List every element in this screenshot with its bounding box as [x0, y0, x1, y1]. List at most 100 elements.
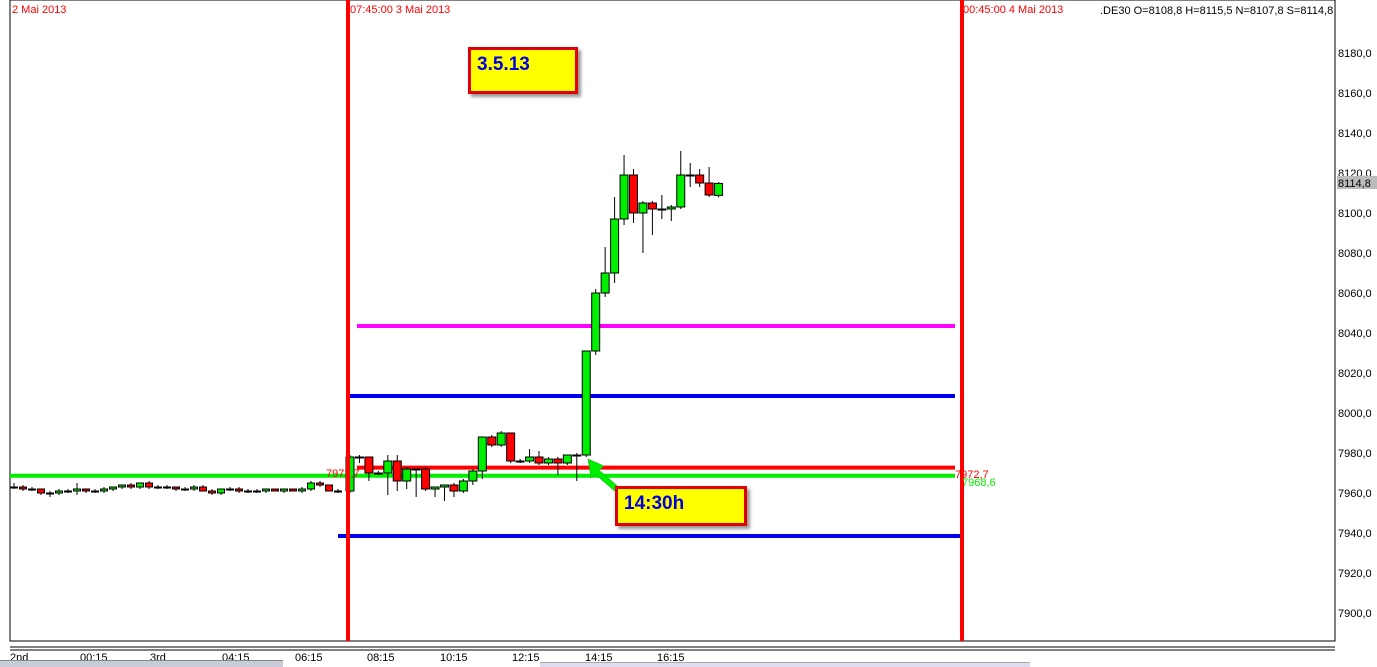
- candle-body: [55, 490, 63, 494]
- candle-body: [163, 486, 171, 489]
- x-tick-label: 12:15: [512, 652, 540, 664]
- y-tick-label: 8000,0: [1338, 408, 1372, 420]
- date-label-left: 2 Mai 2013: [12, 4, 66, 16]
- candle-body: [714, 182, 724, 196]
- candle-body: [271, 488, 279, 492]
- candle-body: [562, 454, 572, 464]
- candle-body: [298, 488, 306, 492]
- candle-body: [127, 484, 135, 488]
- candle-body: [515, 460, 525, 463]
- x-tick-label: 10:15: [440, 652, 468, 664]
- candle-body: [421, 468, 431, 490]
- candle-body: [553, 458, 563, 464]
- candle-body: [496, 432, 506, 446]
- candle-body: [704, 182, 714, 196]
- level-label-green-right: 7968,6: [962, 477, 996, 489]
- candle-body: [253, 490, 261, 493]
- candle-body: [244, 490, 252, 493]
- candle-body: [685, 174, 695, 177]
- last-price-label: 8114,8: [1338, 178, 1371, 190]
- candle-body: [10, 486, 18, 489]
- candle-body: [136, 482, 144, 488]
- candle-body: [181, 488, 189, 491]
- candle-body: [449, 484, 459, 492]
- y-tick-label: 8060,0: [1338, 288, 1372, 300]
- candle-body: [28, 488, 36, 491]
- candle-body: [676, 174, 686, 208]
- candle-body: [543, 458, 553, 464]
- candle-body: [364, 456, 374, 474]
- candle-body: [572, 454, 582, 457]
- x-tick-label: 16:15: [657, 652, 685, 664]
- candle-body: [19, 486, 27, 490]
- candle-body: [619, 174, 629, 220]
- candle-body: [430, 486, 440, 490]
- candle-body: [37, 488, 45, 494]
- candle-body: [458, 480, 468, 492]
- candle-body: [468, 470, 478, 482]
- candle-body: [647, 202, 657, 210]
- candle-body: [610, 218, 620, 274]
- candle-body: [289, 488, 297, 492]
- candle-body: [487, 436, 497, 446]
- y-tick-label: 8160,0: [1338, 88, 1372, 100]
- candle-body: [525, 456, 535, 462]
- candle-body: [629, 174, 638, 214]
- candle-body: [591, 292, 601, 352]
- y-tick-label: 7960,0: [1338, 488, 1372, 500]
- level-label-red-right: 7972,7: [955, 469, 989, 481]
- candle-body: [100, 488, 108, 492]
- candle-body: [506, 432, 516, 462]
- candle-body: [208, 490, 216, 494]
- candle-body: [235, 488, 243, 492]
- candle-body: [190, 486, 198, 490]
- candle-body: [402, 468, 412, 482]
- candle-body: [109, 486, 117, 490]
- candle-body: [307, 482, 315, 490]
- candle-body: [46, 492, 54, 495]
- y-tick-label: 7900,0: [1338, 608, 1372, 620]
- instrument-info: .DE30 O=8108,8 H=8115,5 N=8107,8 S=8114,…: [1100, 5, 1333, 17]
- candle-body: [64, 490, 72, 493]
- y-tick-label: 8020,0: [1338, 368, 1372, 380]
- candle-body: [657, 208, 667, 211]
- plot-frame: [9, 0, 1336, 642]
- y-tick-label: 8040,0: [1338, 328, 1372, 340]
- candle-body: [695, 174, 705, 184]
- candle-body: [172, 486, 180, 490]
- x-tick-label: 14:15: [585, 652, 613, 664]
- y-tick-label: 7920,0: [1338, 568, 1372, 580]
- y-tick-label: 7980,0: [1338, 448, 1372, 460]
- candle-body: [82, 488, 90, 492]
- date-annotation-box: 3.5.13: [468, 47, 578, 94]
- candle-body: [638, 202, 648, 214]
- date-label-session-end: 00:45:00 4 Mai 2013: [963, 4, 1063, 16]
- y-tick-label: 8180,0: [1338, 48, 1372, 60]
- candle-body: [145, 482, 153, 488]
- candle-body: [411, 468, 421, 471]
- date-label-session-start: 07:45:00 3 Mai 2013: [350, 4, 450, 16]
- candle-body: [280, 488, 288, 492]
- last-price-marker: [1337, 176, 1377, 189]
- minimized-window-bar-2[interactable]: [540, 662, 1030, 667]
- candle-body: [316, 482, 324, 486]
- candle-body: [217, 488, 225, 494]
- candle-body: [325, 484, 333, 492]
- candle-body: [91, 490, 99, 493]
- candle-body: [392, 460, 402, 482]
- candle-body: [383, 460, 393, 474]
- x-tick-label: 08:15: [367, 652, 395, 664]
- candle-body: [262, 488, 270, 492]
- candle-body: [73, 488, 81, 492]
- candle-body: [154, 486, 162, 489]
- minimized-window-bar[interactable]: [0, 660, 283, 667]
- x-tick-label: 06:15: [295, 652, 323, 664]
- candle-body: [534, 456, 544, 464]
- level-label-red-left: 7972,7: [326, 468, 360, 480]
- candle-body: [373, 472, 383, 475]
- candle-body: [226, 488, 234, 491]
- candle-body: [581, 350, 591, 456]
- y-tick-label: 8140,0: [1338, 128, 1372, 140]
- y-tick-label: 7940,0: [1338, 528, 1372, 540]
